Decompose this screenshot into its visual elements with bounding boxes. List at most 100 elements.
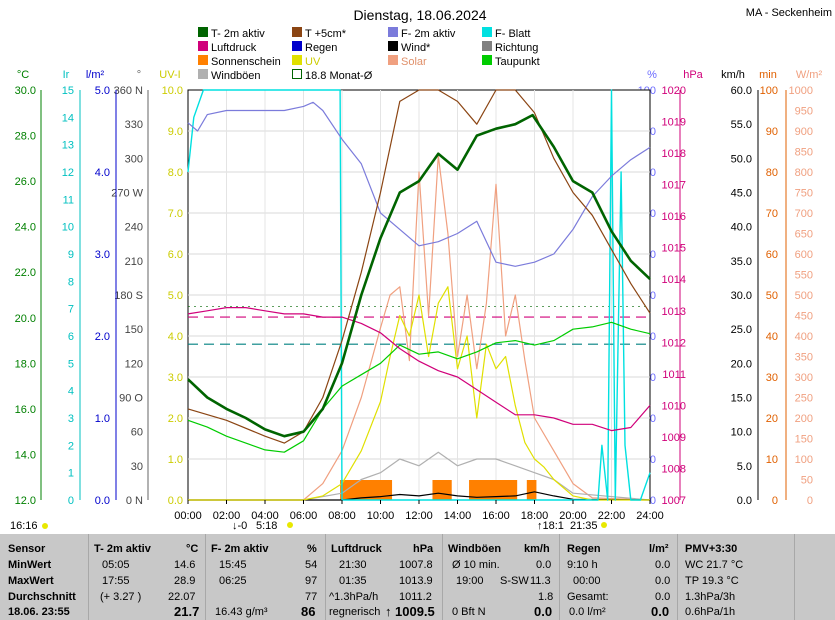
axis-tick: 0.0 <box>168 495 183 507</box>
legend-label: F- Blatt <box>495 28 530 40</box>
axis-tick: 180 S <box>114 290 143 302</box>
axis-tick: 500 <box>795 290 813 302</box>
series-line <box>187 321 651 453</box>
axis-tick: 600 <box>795 249 813 261</box>
axis-tick: 210 <box>125 256 143 268</box>
axis-tick: 250 <box>795 393 813 405</box>
time-tick-label: 00:00 <box>174 510 202 522</box>
axis-tick: 12.0 <box>15 495 36 507</box>
axis-tick: 15 <box>62 85 74 97</box>
legend-swatch <box>292 27 302 37</box>
legend-label: F- 2m aktiv <box>401 28 456 40</box>
axis-tick: 100 <box>760 85 778 97</box>
series <box>187 89 651 501</box>
summary-gust-current: 0.0 <box>534 604 553 619</box>
axis-tick: 1013 <box>662 306 686 318</box>
axis-tick: 4.0 <box>168 331 183 343</box>
axis-tick: 3.0 <box>95 249 110 261</box>
axis-tick: 1.0 <box>168 454 183 466</box>
axis-unit: Ir <box>63 69 70 81</box>
legend-swatch <box>482 27 492 37</box>
time-tick-label: 16:00 <box>482 510 510 522</box>
summary-label-avg: Durchschnitt <box>8 591 76 603</box>
summary-rain-total-label: Gesamt: <box>567 591 609 603</box>
axis-tick: 26.0 <box>15 176 36 188</box>
sunset-label: 21:35 <box>570 520 598 532</box>
axis-tick: 18.0 <box>15 358 36 370</box>
axis-tick: 1016 <box>662 211 686 223</box>
axis-tick: 24.0 <box>15 222 36 234</box>
axis-tick: 35.0 <box>731 256 752 268</box>
legend-label: Solar <box>401 56 427 68</box>
axis-tick: 200 <box>795 413 813 425</box>
axis-tick: 9.0 <box>168 126 183 138</box>
summary-f2m-max-val: 97 <box>305 575 318 587</box>
time-tick-label: 24:00 <box>636 510 664 522</box>
axis-tick: 30.0 <box>15 85 36 97</box>
axis-tick: 900 <box>795 126 813 138</box>
axis-tick: 12 <box>62 167 74 179</box>
moonrise-label: ↓-0 <box>232 520 247 532</box>
axis-tick: 1000 <box>789 85 813 97</box>
legend-label: Sonnenschein <box>211 56 281 68</box>
axis-tick: 0 N <box>126 495 143 507</box>
axis-tick: 7 <box>68 304 74 316</box>
axis-tick: 150 <box>795 434 813 446</box>
axis-tick: 9 <box>68 249 74 261</box>
sunshine-bar <box>526 480 537 500</box>
axis-tick: 30.0 <box>731 290 752 302</box>
summary-rain-h2-label: 00:00 <box>573 575 601 587</box>
axis-tick: 360 N <box>114 85 143 97</box>
chart-title: Dienstag, 18.06.2024 <box>353 7 486 23</box>
axis-tick: 1.0 <box>95 413 110 425</box>
axis-tick: 8.0 <box>168 167 183 179</box>
moonset-label: ↑18:1 <box>537 520 564 532</box>
axis-tick: 2.0 <box>95 331 110 343</box>
legend-swatch <box>198 27 208 37</box>
axes: °C30.028.026.024.022.020.018.016.014.012… <box>15 69 823 507</box>
axis-tick: 6 <box>68 331 74 343</box>
axis-unit: % <box>647 69 657 81</box>
summary-rain-current: 0.0 <box>651 604 670 619</box>
series-line <box>188 451 651 501</box>
summary-press-tendency: regnerisch <box>329 606 381 618</box>
time-tick-label: 06:00 <box>290 510 318 522</box>
axis-tick: 300 <box>125 153 143 165</box>
time-tick-label: 04:00 <box>251 510 279 522</box>
series-line <box>187 101 651 267</box>
axis-tick: 70 <box>766 208 778 220</box>
time-tick-label: 02:00 <box>213 510 241 522</box>
summary-pmv-rate2: 0.6hPa/1h <box>685 606 736 618</box>
current-time-label: 16:16 <box>10 520 38 532</box>
time-tick-label: 12:00 <box>405 510 433 522</box>
legend-label: Windböen <box>211 70 261 82</box>
summary-f2m-unit: % <box>307 543 317 555</box>
axis-tick: 10.0 <box>162 85 183 97</box>
axis-tick: 10 <box>62 222 74 234</box>
legend-label: Wind* <box>401 42 431 54</box>
axis-tick: 0 <box>772 495 778 507</box>
summary-f2m-abs: 16.43 g/m³ <box>215 606 268 618</box>
legend-label: 18.8 Monat-Ø <box>305 70 373 82</box>
time-tick-label: 18:00 <box>521 510 549 522</box>
legend-label: Luftdruck <box>211 42 257 54</box>
summary-rain-header: Regen <box>567 543 601 555</box>
axis-tick: 350 <box>795 352 813 364</box>
summary-f2m-max-time: 06:25 <box>219 575 247 587</box>
axis-tick: 13 <box>62 140 74 152</box>
legend: T- 2m aktiv T +5cm* F- 2m aktiv F- Blatt Luf… <box>198 27 540 82</box>
summary-press-trend: ^1.3hPa/h <box>329 591 379 603</box>
series-line <box>188 155 651 501</box>
time-tick-label: 08:00 <box>328 510 356 522</box>
summary-gust-avg10-label: Ø 10 min. <box>452 559 500 571</box>
legend-label: UV <box>305 56 321 68</box>
station-name: MA - Seckenheim <box>746 7 832 19</box>
summary-gust-max-dir: S-SW <box>500 575 529 587</box>
summary-pmv-header: PMV+3:30 <box>685 543 738 555</box>
summary-gust-max-val: 11.3 <box>530 575 551 587</box>
summary-t2m-min-time: 05:05 <box>102 559 130 571</box>
axis-tick: 6.0 <box>168 249 183 261</box>
sun-icon <box>601 522 607 528</box>
axis-tick: 3.0 <box>168 372 183 384</box>
axis-tick: 50 <box>801 475 813 487</box>
